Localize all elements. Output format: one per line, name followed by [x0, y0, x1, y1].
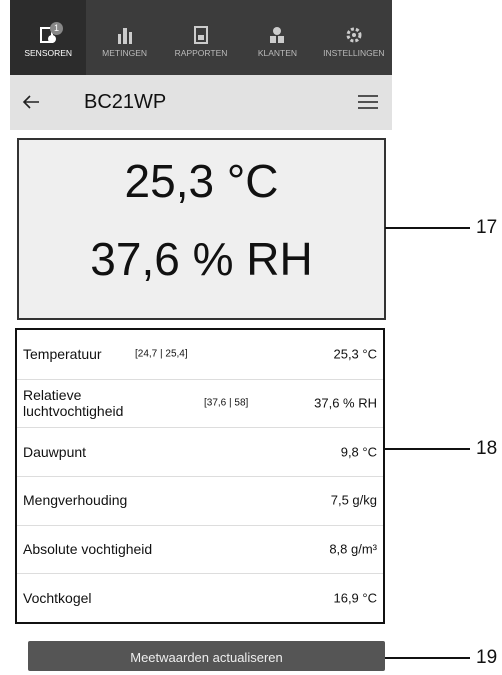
- tab-label: METINGEN: [102, 48, 148, 58]
- header: BC21WP: [10, 75, 392, 130]
- callout-line: [385, 657, 470, 659]
- display-line: 25,3 °C: [124, 155, 279, 207]
- table-row: Vochtkogel 16,9 °C: [17, 573, 383, 622]
- tab-label: RAPPORTEN: [174, 48, 228, 58]
- menu-button[interactable]: [358, 95, 378, 109]
- row-value: 9,8 °C: [340, 444, 377, 460]
- nav-bar: 1 SENSOREN METINGEN RAPPORTEN KLANTEN IN…: [10, 0, 392, 75]
- title: BC21WP: [84, 91, 167, 113]
- row-label: Absolute vochtigheid: [23, 540, 153, 557]
- tab-label: KLANTEN: [257, 48, 298, 58]
- row-value: 8,8 g/m³: [329, 541, 377, 557]
- row-label: Relatieve luchtvochtigheid: [23, 386, 124, 419]
- row-label: Mengverhouding: [23, 492, 128, 509]
- callout-line: [385, 448, 470, 450]
- table-row: Dauwpunt 9,8 °C: [17, 427, 383, 477]
- row-value: 37,6 % RH: [314, 395, 377, 411]
- display: 25,3 °C 37,6 % RH: [17, 138, 386, 320]
- refresh-button[interactable]: Meetwaarden actualiseren: [28, 641, 385, 671]
- row-range: [24,7 | 25,4]: [135, 348, 188, 360]
- tab-label: SENSOREN: [24, 48, 73, 58]
- tab[interactable]: 1 SENSOREN: [10, 0, 87, 75]
- badge: 1: [50, 22, 63, 35]
- tab-label: INSTELLINGEN: [323, 48, 385, 58]
- table-row: Relatieve luchtvochtigheid [37,6 | 58] 37,…: [17, 379, 383, 429]
- icon: [346, 27, 362, 43]
- callout: 19: [476, 647, 498, 668]
- row-value: 25,3 °C: [333, 346, 377, 362]
- row-label: Temperatuur: [23, 346, 102, 363]
- row-range: [37,6 | 58]: [204, 397, 249, 409]
- row-value: 7,5 g/kg: [330, 492, 377, 508]
- icon: [270, 27, 285, 43]
- icon: [40, 27, 57, 43]
- back-button[interactable]: [22, 94, 40, 110]
- table-row: Mengverhouding 7,5 g/kg: [17, 476, 383, 526]
- tab[interactable]: METINGEN: [86, 0, 162, 75]
- row-label: Vochtkogel: [23, 589, 92, 606]
- table: Temperatuur [24,7 | 25,4] 25,3 °C Relatieve…: [15, 328, 385, 624]
- row-label: Dauwpunt: [23, 443, 87, 460]
- tab[interactable]: RAPPORTEN: [163, 0, 239, 75]
- display-line: 37,6 % RH: [90, 233, 313, 285]
- tab[interactable]: INSTELLINGEN: [316, 0, 392, 75]
- table-row: Absolute vochtigheid 8,8 g/m³: [17, 525, 383, 575]
- callout: 17: [476, 217, 498, 238]
- row-value: 16,9 °C: [333, 590, 377, 606]
- icon: [117, 28, 132, 44]
- callout-line: [385, 227, 470, 229]
- icon: [194, 26, 209, 44]
- tab[interactable]: KLANTEN: [239, 0, 315, 75]
- callout: 18: [476, 438, 498, 459]
- table-row: Temperatuur [24,7 | 25,4] 25,3 °C: [17, 330, 383, 380]
